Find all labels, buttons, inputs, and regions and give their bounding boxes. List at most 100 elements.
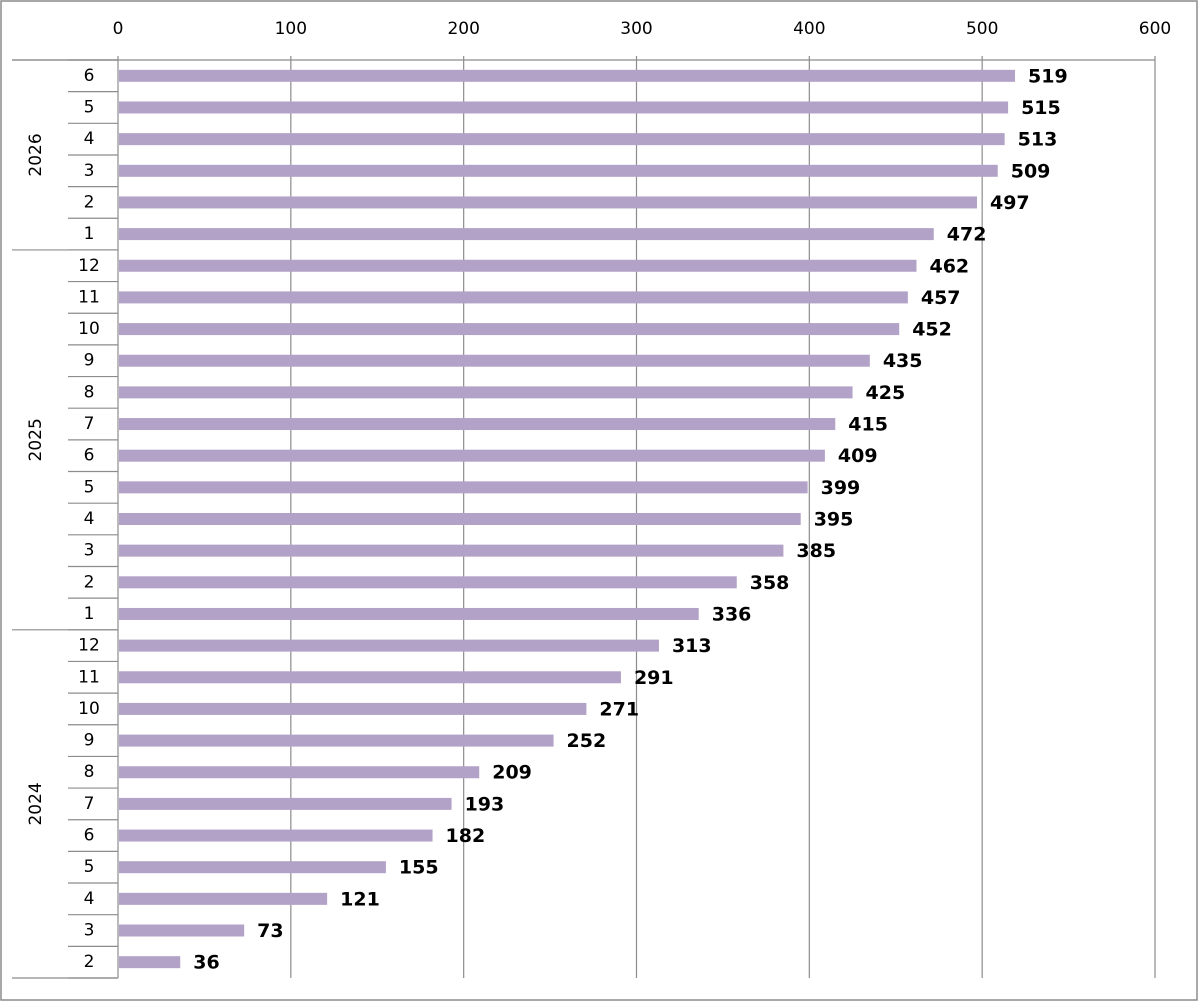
data-label: 36 [193, 952, 219, 974]
category-label: 9 [84, 731, 95, 751]
x-tick-label: 300 [620, 19, 652, 39]
bar [119, 323, 900, 336]
bar [119, 734, 554, 747]
bar [119, 259, 917, 272]
category-label: 2 [84, 952, 95, 972]
category-label: 10 [78, 699, 100, 719]
bar [119, 101, 1009, 114]
category-label: 4 [84, 889, 95, 909]
data-label: 358 [750, 572, 790, 594]
category-label: 6 [84, 826, 95, 846]
category-label: 9 [84, 351, 95, 371]
data-label: 425 [866, 382, 906, 404]
category-label: 10 [78, 319, 100, 339]
bar [119, 481, 808, 494]
data-label: 193 [465, 793, 505, 815]
data-label: 73 [257, 920, 283, 942]
data-label: 313 [672, 635, 712, 657]
group-label: 2024 [26, 782, 46, 825]
bar [119, 196, 977, 209]
data-label: 271 [599, 698, 639, 720]
bar [119, 861, 386, 874]
data-label: 399 [821, 477, 861, 499]
category-label: 1 [84, 224, 95, 244]
data-label: 472 [947, 224, 987, 246]
category-label: 12 [78, 256, 100, 276]
bar [119, 69, 1016, 82]
data-label: 385 [796, 540, 836, 562]
bar [119, 544, 784, 557]
data-label: 497 [990, 192, 1030, 214]
axes [12, 56, 1156, 979]
bar [119, 766, 480, 779]
data-label: 452 [912, 319, 952, 341]
data-label: 252 [567, 730, 607, 752]
data-label: 155 [399, 857, 439, 879]
data-label: 182 [446, 825, 486, 847]
category-label: 3 [84, 541, 95, 561]
group-label: 2025 [26, 418, 46, 461]
bar [119, 133, 1005, 146]
category-label: 6 [84, 446, 95, 466]
x-tick-label: 200 [447, 19, 479, 39]
bar [119, 607, 699, 620]
category-label: 6 [84, 66, 95, 86]
category-label: 8 [84, 762, 95, 782]
data-label: 435 [883, 350, 923, 372]
data-label: 336 [712, 603, 752, 625]
category-label: 8 [84, 382, 95, 402]
data-label: 415 [848, 414, 888, 436]
bars [119, 69, 1016, 969]
x-tick-label: 400 [793, 19, 825, 39]
category-label: 4 [84, 129, 95, 149]
data-label: 291 [634, 667, 674, 689]
data-label: 519 [1028, 65, 1068, 87]
category-label: 7 [84, 794, 95, 814]
bar [119, 829, 433, 842]
data-label: 395 [814, 509, 854, 531]
data-label: 509 [1011, 160, 1051, 182]
data-label: 457 [921, 287, 961, 309]
bar [119, 164, 998, 177]
bar [119, 354, 870, 367]
bar [119, 449, 825, 462]
x-tick-label: 500 [966, 19, 998, 39]
bar [119, 513, 801, 525]
bar [119, 576, 737, 589]
category-label: 2 [84, 192, 95, 212]
category-label: 3 [84, 161, 95, 181]
bar [119, 291, 908, 304]
bar [119, 671, 621, 684]
category-label: 11 [78, 287, 100, 307]
data-label: 515 [1021, 97, 1061, 119]
category-label: 1 [84, 604, 95, 624]
data-label: 409 [838, 445, 878, 467]
bar [119, 797, 452, 810]
x-tick-label: 600 [1139, 19, 1171, 39]
data-label: 462 [929, 255, 969, 277]
bar [119, 892, 328, 905]
category-label: 2 [84, 572, 95, 592]
bar [119, 702, 587, 715]
bar [119, 639, 659, 652]
bar [119, 228, 934, 241]
data-label: 209 [492, 762, 532, 784]
category-label: 3 [84, 921, 95, 941]
category-label: 7 [84, 414, 95, 434]
category-label: 5 [84, 857, 95, 877]
category-label: 11 [78, 667, 100, 687]
bar [119, 956, 181, 969]
x-tick-label: 100 [275, 19, 307, 39]
bar [119, 924, 245, 937]
bar [119, 386, 853, 399]
category-label: 12 [78, 636, 100, 656]
category-label: 4 [84, 509, 95, 529]
data-label: 513 [1018, 129, 1058, 151]
x-tick-label: 0 [113, 19, 124, 39]
group-label: 2026 [26, 133, 46, 176]
category-label: 5 [84, 97, 95, 117]
